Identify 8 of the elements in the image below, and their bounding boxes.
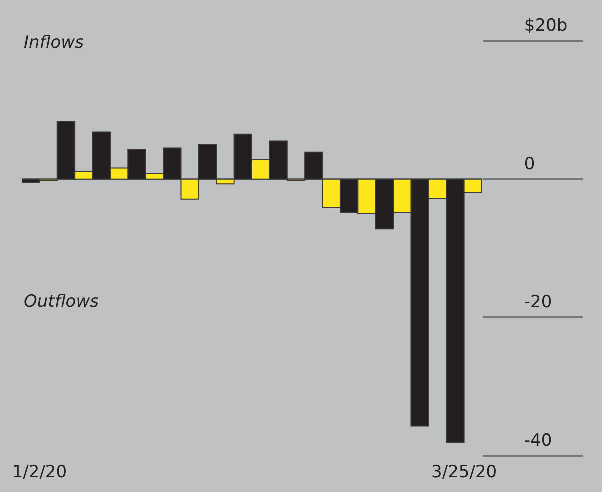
x-tick-label: 3/25/20 [432, 462, 498, 482]
y-tick-label: $20b [524, 16, 568, 36]
y-tick-label: 0 [524, 154, 536, 174]
y-tick-label: -20 [524, 292, 552, 313]
annotation: Inflows [24, 33, 84, 53]
annotation: Outflows [24, 292, 100, 312]
x-tick-label: 1/2/20 [12, 462, 68, 482]
y-tick-label: -40 [524, 430, 552, 451]
